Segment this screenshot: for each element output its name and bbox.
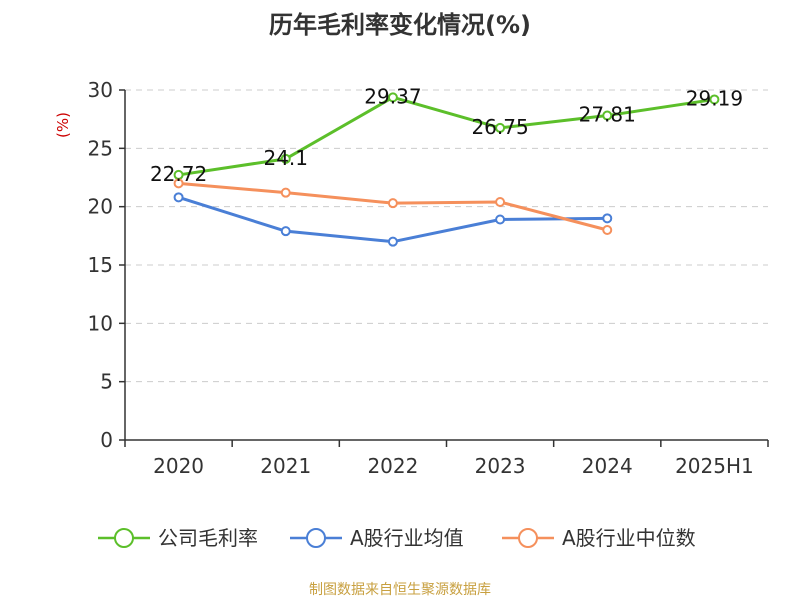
data-label: 27.81 (579, 103, 636, 127)
legend-marker (114, 528, 134, 548)
legend-label: A股行业均值 (350, 526, 464, 550)
data-point (280, 187, 291, 198)
series-0 (173, 92, 720, 180)
y-tick-label: 10 (88, 311, 113, 335)
y-tick-label: 30 (88, 78, 113, 102)
data-label: 29.37 (364, 84, 421, 108)
data-label: 29.19 (686, 86, 743, 110)
y-tick-label: 15 (88, 253, 113, 277)
data-label: 26.75 (471, 115, 528, 139)
legend-marker (306, 528, 326, 548)
x-tick-label: 2021 (260, 454, 311, 478)
data-label: 24.1 (263, 146, 308, 170)
axis-layer: 0 5 10 15 20 25 30 2020 2021 2022 2023 2024 2025H1 (88, 78, 769, 478)
data-label-layer: 22.72 24.1 29.37 26.75 27.81 29.19 (150, 84, 743, 186)
data-point (495, 197, 506, 207)
data-point (387, 198, 398, 209)
data-point (387, 236, 398, 247)
y-tick-label: 0 (100, 428, 113, 452)
data-point (280, 153, 291, 164)
series-2 (173, 178, 613, 235)
legend-marker (518, 528, 538, 548)
data-point (495, 214, 506, 225)
data-point (280, 226, 291, 237)
data-point (173, 178, 184, 189)
legend-item[interactable]: 公司毛利率 (98, 526, 258, 550)
series-layer (173, 92, 720, 247)
data-point (709, 94, 720, 105)
y-tick-label: 25 (88, 136, 113, 160)
series-line (178, 95, 715, 177)
data-point (495, 122, 506, 133)
y-tick-label: 20 (88, 195, 113, 219)
data-point (387, 92, 398, 103)
data-point (602, 225, 613, 235)
x-tick-label: 2023 (475, 454, 526, 478)
x-tick-label: 2022 (367, 454, 418, 478)
grid-layer (125, 89, 768, 383)
legend-item[interactable]: A股行业均值 (290, 526, 464, 550)
y-axis-unit-label: (%) (54, 112, 72, 138)
x-tick-label: 2025H1 (675, 454, 754, 478)
legend-label: 公司毛利率 (158, 526, 258, 550)
x-tick-label: 2024 (582, 454, 633, 478)
chart-title: 历年毛利率变化情况(%) (269, 11, 531, 39)
data-point (602, 213, 613, 224)
legend: 公司毛利率 A股行业均值 A股行业中位数 (98, 526, 696, 550)
data-point (173, 192, 184, 203)
legend-item[interactable]: A股行业中位数 (502, 526, 696, 550)
data-point (602, 110, 613, 121)
x-tick-label: 2020 (153, 454, 204, 478)
series-1 (173, 192, 613, 247)
source-note: 制图数据来自恒生聚源数据库 (309, 582, 491, 598)
data-label: 22.72 (150, 162, 207, 186)
y-tick-label: 5 (100, 370, 113, 394)
legend-label: A股行业中位数 (562, 526, 696, 550)
